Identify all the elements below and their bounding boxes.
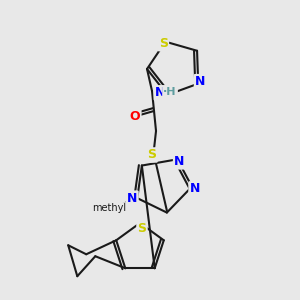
Text: N: N bbox=[155, 86, 165, 100]
Text: O: O bbox=[130, 110, 140, 124]
Text: N: N bbox=[174, 155, 184, 168]
Text: S: S bbox=[148, 148, 157, 161]
Text: N: N bbox=[127, 192, 137, 205]
Text: S: S bbox=[137, 223, 146, 236]
Text: S: S bbox=[159, 37, 168, 50]
Text: methyl: methyl bbox=[92, 203, 126, 213]
Text: N: N bbox=[190, 182, 200, 195]
Text: ·H: ·H bbox=[163, 87, 177, 97]
Text: N: N bbox=[160, 86, 170, 99]
Text: N: N bbox=[195, 75, 206, 88]
